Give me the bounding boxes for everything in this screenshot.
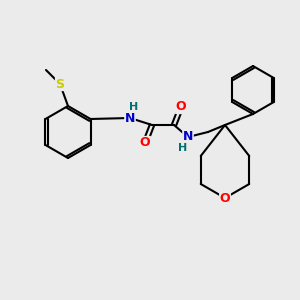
Text: S: S [56,77,64,91]
Text: O: O [140,136,150,149]
Text: N: N [125,112,135,124]
Text: N: N [183,130,193,143]
Text: O: O [176,100,186,113]
Text: H: H [178,143,188,153]
Text: O: O [220,191,230,205]
Text: H: H [129,102,139,112]
